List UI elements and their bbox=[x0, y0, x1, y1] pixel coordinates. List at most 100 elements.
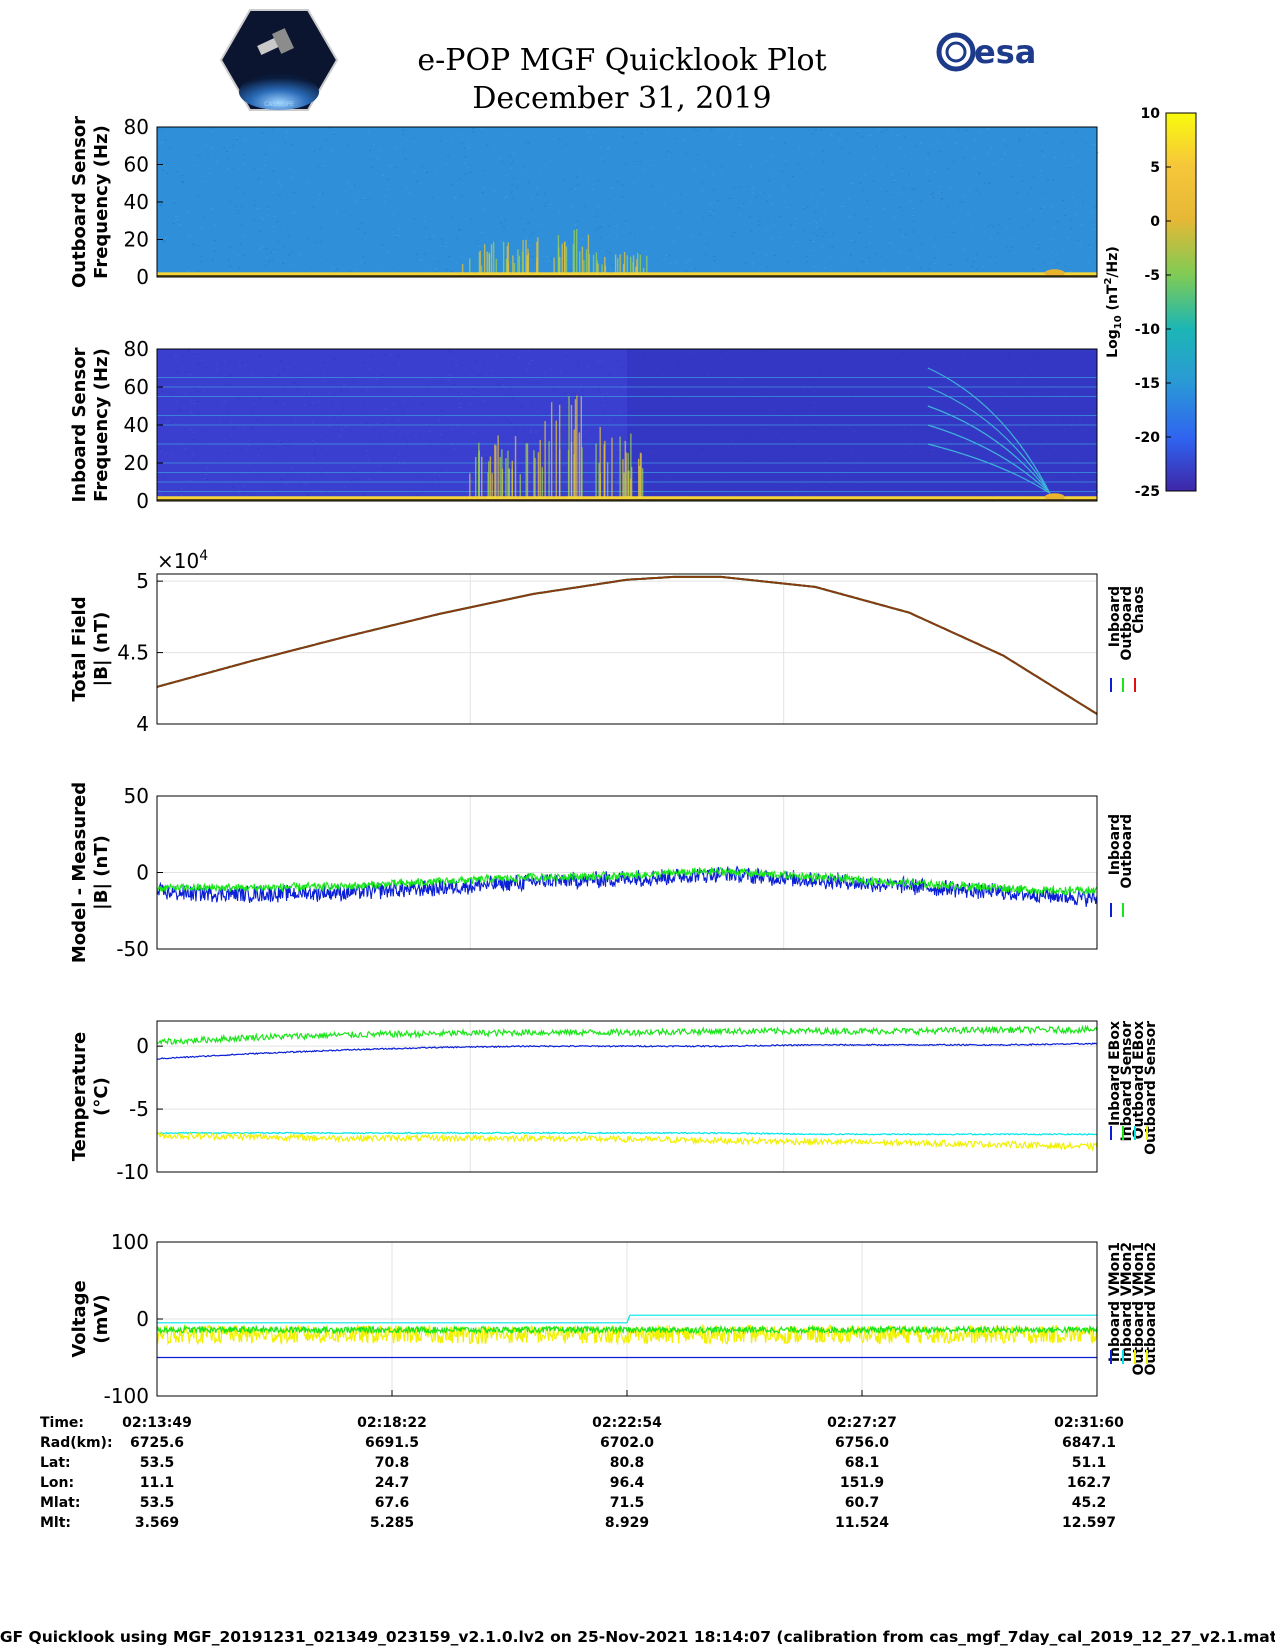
spectrogram-speckle bbox=[698, 495, 701, 497]
spectrogram-speckle bbox=[713, 260, 716, 262]
spectrogram-speckle bbox=[974, 459, 977, 461]
spectrogram-speckle bbox=[847, 270, 850, 272]
x-table-cell: 67.6 bbox=[375, 1495, 410, 1511]
spectrogram-speckle bbox=[892, 392, 895, 393]
spectrogram-speckle bbox=[1075, 214, 1077, 216]
spectrogram-speckle bbox=[808, 353, 811, 355]
spectrogram-speckle bbox=[1010, 466, 1013, 468]
spectrogram-speckle bbox=[203, 217, 206, 219]
y-tick-label: 4.5 bbox=[117, 641, 149, 665]
spectrogram-speckle bbox=[987, 225, 990, 227]
spectrogram-speckle bbox=[759, 350, 762, 352]
spectrogram-speckle bbox=[472, 391, 475, 393]
spectrogram-speckle bbox=[591, 445, 594, 447]
spectrogram-speckle bbox=[641, 455, 644, 457]
spectrogram-speckle bbox=[208, 173, 211, 175]
spectrogram-speckle bbox=[1094, 206, 1097, 208]
spectrogram-speckle bbox=[336, 405, 339, 407]
spectrogram-speckle bbox=[910, 451, 913, 453]
spectrogram-speckle bbox=[1086, 190, 1089, 192]
spectrogram-speckle bbox=[875, 253, 878, 255]
spectrogram-speckle bbox=[974, 139, 977, 141]
spectrogram-speckle bbox=[196, 391, 199, 393]
spectrogram-speckle bbox=[340, 389, 342, 391]
spectrogram-background bbox=[157, 127, 1097, 277]
spectrogram-speckle bbox=[1047, 406, 1050, 408]
spectrogram-speckle bbox=[599, 146, 601, 148]
spectrogram-speckle bbox=[455, 238, 458, 240]
spectrogram-speckle bbox=[332, 131, 335, 133]
spectrogram-speckle bbox=[525, 170, 528, 172]
spectrogram-speckle bbox=[296, 388, 299, 390]
spectrogram-speckle bbox=[455, 365, 458, 367]
spectrogram-speckle bbox=[939, 151, 942, 153]
spectrogram-speckle bbox=[865, 218, 868, 220]
spectrogram-speckle bbox=[896, 359, 899, 361]
spectrogram-speckle bbox=[173, 202, 176, 204]
y-tick-label: 40 bbox=[124, 413, 149, 437]
x-table-cell: 6847.1 bbox=[1062, 1435, 1116, 1451]
y-tick-label: -10 bbox=[116, 1160, 149, 1184]
spectrogram-speckle bbox=[969, 357, 972, 359]
spectrogram-speckle bbox=[228, 200, 231, 202]
x-table-cell: 5.285 bbox=[370, 1515, 414, 1531]
spectrogram-speckle bbox=[962, 195, 964, 197]
spectrogram-speckle bbox=[455, 262, 458, 264]
spectrogram-speckle bbox=[621, 196, 624, 198]
y-tick-label: 5 bbox=[136, 569, 149, 593]
spectrogram-speckle bbox=[271, 259, 274, 261]
spectrogram-speckle bbox=[704, 166, 707, 168]
spectrogram-speckle bbox=[270, 485, 273, 487]
spectrogram-speckle bbox=[827, 473, 830, 475]
spectrogram-speckle bbox=[197, 270, 199, 272]
spectrogram-speckle bbox=[565, 143, 568, 145]
spectrogram-speckle bbox=[214, 240, 217, 241]
spectrogram-speckle bbox=[386, 189, 389, 191]
spectrogram-speckle bbox=[450, 184, 453, 186]
spectrogram-speckle bbox=[733, 231, 736, 233]
spectrogram-speckle bbox=[699, 465, 702, 467]
spectrogram-speckle bbox=[265, 265, 267, 267]
spectrogram-speckle bbox=[799, 241, 802, 243]
spectrogram-speckle bbox=[364, 413, 367, 415]
spectrogram-speckle bbox=[1041, 474, 1044, 476]
spectrogram-speckle bbox=[273, 249, 276, 251]
spectrogram-speckle bbox=[398, 461, 401, 463]
spectrogram-speckle bbox=[445, 469, 448, 471]
spectrogram-speckle bbox=[877, 128, 880, 130]
spectrogram-speckle bbox=[213, 250, 216, 252]
spectrogram-speckle bbox=[775, 389, 778, 391]
spectrogram-speckle bbox=[500, 222, 503, 224]
spectrogram-speckle bbox=[774, 409, 777, 410]
spectrogram-speckle bbox=[934, 262, 937, 264]
spectrogram-speckle bbox=[724, 128, 727, 130]
spectrogram-speckle bbox=[955, 418, 958, 420]
spectrogram-speckle bbox=[381, 374, 384, 376]
spectrogram-speckle bbox=[781, 454, 783, 456]
spectrogram-speckle bbox=[382, 175, 385, 177]
spectrogram-speckle bbox=[806, 261, 809, 263]
spectrogram-speckle bbox=[227, 411, 230, 413]
spectrogram-speckle bbox=[263, 164, 266, 166]
spectrogram-speckle bbox=[172, 466, 175, 468]
spectrogram-speckle bbox=[162, 165, 165, 167]
spectrogram-speckle bbox=[713, 189, 716, 191]
spectrogram-speckle bbox=[466, 166, 469, 168]
spectrogram-speckle bbox=[306, 494, 309, 496]
spectrogram-speckle bbox=[1074, 131, 1077, 133]
spectrogram-speckle bbox=[466, 144, 469, 146]
spectrogram-speckle bbox=[972, 397, 975, 399]
spectrogram-speckle bbox=[1045, 408, 1048, 410]
spectrogram-speckle bbox=[205, 426, 208, 428]
spectrogram-speckle bbox=[814, 129, 817, 131]
spectrogram-speckle bbox=[405, 186, 408, 188]
x-table-cell: 80.8 bbox=[610, 1455, 645, 1471]
spectrogram-speckle bbox=[699, 233, 702, 235]
spectrogram-speckle bbox=[608, 252, 611, 254]
spectrogram-speckle bbox=[820, 358, 823, 360]
y-axis-label-line1: Voltage bbox=[69, 1280, 90, 1357]
spectrogram-speckle bbox=[749, 423, 752, 425]
spectrogram-speckle bbox=[973, 409, 976, 411]
spectrogram-speckle bbox=[978, 173, 981, 175]
spectrogram-speckle bbox=[272, 489, 275, 491]
